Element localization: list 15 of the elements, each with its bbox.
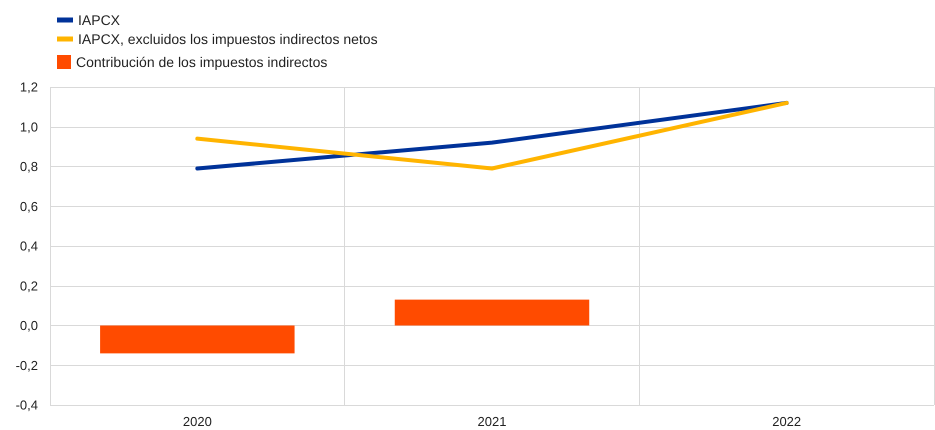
y-tick-label: -0,2 <box>16 358 38 373</box>
legend-label: IAPCX, excluidos los impuestos indirectos netos <box>78 31 378 47</box>
y-tick-label: 0,2 <box>20 278 38 294</box>
y-tick-label: 1,0 <box>20 119 38 134</box>
y-tick-label: 0,8 <box>20 159 38 174</box>
x-tick-label: 2021 <box>478 414 506 429</box>
y-tick-label: -0,4 <box>16 398 38 412</box>
legend-label: IAPCX <box>78 12 121 28</box>
y-tick-label: 1,2 <box>20 80 38 94</box>
y-tick-label: 0,6 <box>20 198 38 214</box>
y-tick-label: 0,0 <box>20 318 38 333</box>
x-tick-label: 2020 <box>182 414 212 429</box>
x-tick-label: 2022 <box>772 414 802 429</box>
legend-label: Contribución de los impuestos indirectos <box>76 54 328 70</box>
y-tick-label: 0,4 <box>20 238 38 254</box>
